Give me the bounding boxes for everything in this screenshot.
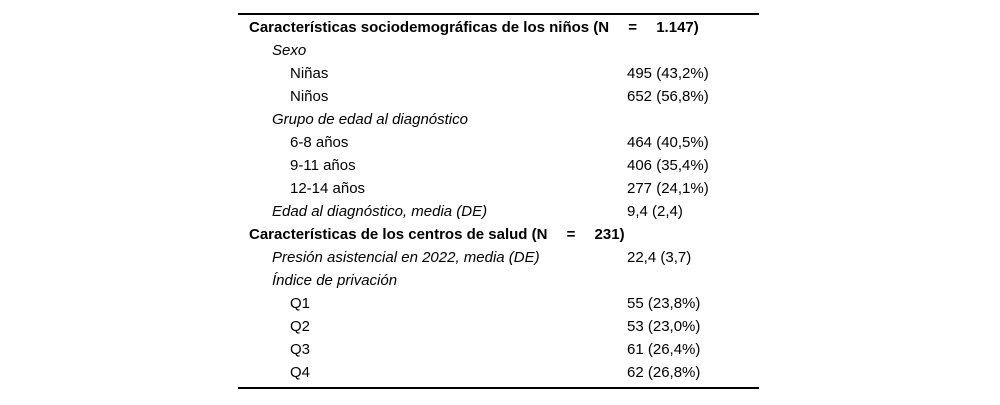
section-header-label: Características sociodemográficas de los… — [249, 19, 699, 36]
characteristics-table: Características sociodemográficas de los… — [238, 13, 759, 389]
row-value: 9,4 (2,4) — [627, 203, 683, 220]
row-label: 6-8 años — [290, 134, 349, 151]
row-label: Índice de privación — [272, 272, 398, 289]
section-header-label: Características de los centros de salud … — [249, 226, 625, 243]
row-label: Presión asistencial en 2022, media (DE) — [272, 249, 540, 266]
table-row: 12-14 años 277 (24,1%) — [238, 177, 759, 200]
row-label: Q3 — [290, 341, 311, 358]
table-row: Presión asistencial en 2022, media (DE) … — [238, 246, 759, 269]
row-label: Q1 — [290, 295, 311, 312]
table-row: Q3 61 (26,4%) — [238, 338, 759, 361]
table-row: Edad al diagnóstico, media (DE) 9,4 (2,4… — [238, 200, 759, 223]
table-row: Niñas 495 (43,2%) — [238, 62, 759, 85]
table-row: 9-11 años 406 (35,4%) — [238, 154, 759, 177]
table-row: Q2 53 (23,0%) — [238, 315, 759, 338]
row-label: Niñas — [290, 65, 329, 82]
table-rows: Características sociodemográficas de los… — [238, 16, 759, 384]
row-label: Niños — [290, 88, 329, 105]
table-row: Q4 62 (26,8%) — [238, 361, 759, 384]
row-value: 55 (23,8%) — [627, 295, 701, 312]
row-value: 464 (40,5%) — [627, 134, 709, 151]
row-value: 495 (43,2%) — [627, 65, 709, 82]
row-value: 277 (24,1%) — [627, 180, 709, 197]
table-row: Q1 55 (23,8%) — [238, 292, 759, 315]
row-label: 12-14 años — [290, 180, 366, 197]
row-value: 62 (26,8%) — [627, 364, 701, 381]
row-value: 61 (26,4%) — [627, 341, 701, 358]
row-label: Sexo — [272, 42, 307, 59]
row-value: 652 (56,8%) — [627, 88, 709, 105]
table-row: Niños 652 (56,8%) — [238, 85, 759, 108]
table-row: Índice de privación — [238, 269, 759, 292]
row-label: 9-11 años — [290, 157, 356, 174]
row-value: 22,4 (3,7) — [627, 249, 692, 266]
table-row: 6-8 años 464 (40,5%) — [238, 131, 759, 154]
table-section-row: Características sociodemográficas de los… — [238, 16, 759, 39]
table-row: Grupo de edad al diagnóstico — [238, 108, 759, 131]
row-label: Edad al diagnóstico, media (DE) — [272, 203, 488, 220]
row-label: Q4 — [290, 364, 311, 381]
table-section-row: Características de los centros de salud … — [238, 223, 759, 246]
table-row: Sexo — [238, 39, 759, 62]
row-label: Q2 — [290, 318, 311, 335]
row-label: Grupo de edad al diagnóstico — [272, 111, 468, 128]
row-value: 406 (35,4%) — [627, 157, 709, 174]
row-value: 53 (23,0%) — [627, 318, 701, 335]
